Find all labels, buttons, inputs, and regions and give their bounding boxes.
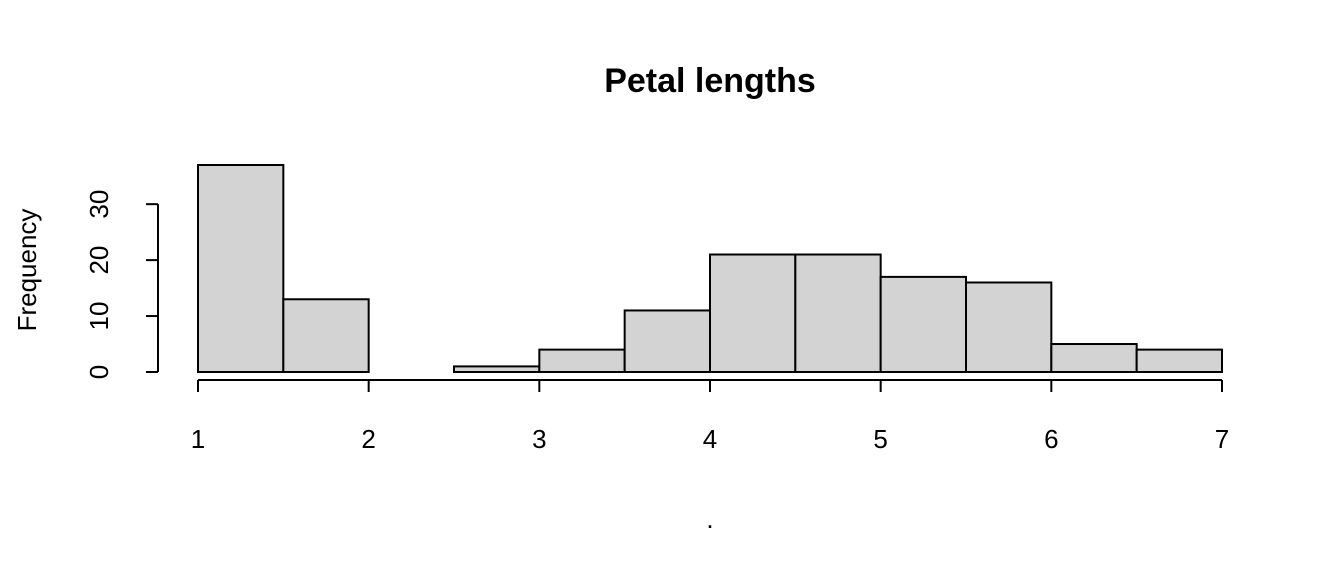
x-axis-label: .: [706, 504, 713, 534]
y-tick-label: 10: [84, 302, 114, 331]
bar: [453, 365, 541, 373]
x-tick-label: 1: [191, 424, 205, 454]
x-tick-label: 5: [873, 424, 887, 454]
y-tick-label: 30: [84, 190, 114, 219]
y-tick-label: 20: [84, 246, 114, 275]
bar: [1135, 348, 1223, 373]
y-tick-label: 0: [84, 365, 114, 379]
bar: [709, 253, 797, 374]
y-axis-label: Frequency: [12, 209, 42, 332]
bar: [538, 348, 626, 373]
bar: [1050, 343, 1138, 374]
bar: [794, 253, 882, 374]
chart-title: Petal lengths: [604, 62, 816, 100]
bar: [623, 309, 712, 374]
x-tick-label: 3: [532, 424, 546, 454]
bar: [879, 275, 968, 374]
x-tick-label: 4: [703, 424, 717, 454]
x-tick-label: 7: [1215, 424, 1229, 454]
bar: [197, 164, 285, 373]
bar: [965, 281, 1053, 373]
x-tick-label: 2: [361, 424, 375, 454]
x-tick-label: 6: [1044, 424, 1058, 454]
bar: [282, 298, 370, 373]
